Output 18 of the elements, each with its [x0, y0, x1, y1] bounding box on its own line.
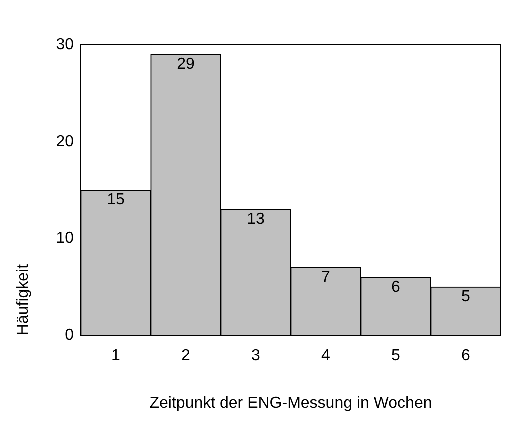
- x-tick-label: 5: [392, 348, 401, 365]
- data-label: 29: [177, 56, 195, 74]
- y-tick-label: 20: [56, 133, 74, 150]
- data-label: 6: [392, 278, 401, 296]
- y-tick-label: 0: [65, 327, 74, 344]
- data-label: 15: [107, 192, 125, 209]
- x-tick-label: 3: [252, 348, 261, 365]
- x-tick-label: 4: [322, 348, 331, 365]
- x-tick-label: 6: [462, 348, 471, 365]
- x-tick-label: 1: [112, 348, 121, 365]
- y-tick-label: 30: [56, 36, 74, 54]
- y-axis-title: Häufigkeit: [15, 264, 32, 336]
- data-label: 7: [322, 269, 331, 286]
- data-label: 13: [247, 211, 265, 228]
- x-axis-title: Zeitpunkt der ENG-Messung in Wochen: [150, 394, 432, 412]
- y-tick-label: 10: [56, 230, 74, 248]
- data-label: 5: [462, 288, 471, 306]
- x-tick-label: 2: [182, 348, 191, 365]
